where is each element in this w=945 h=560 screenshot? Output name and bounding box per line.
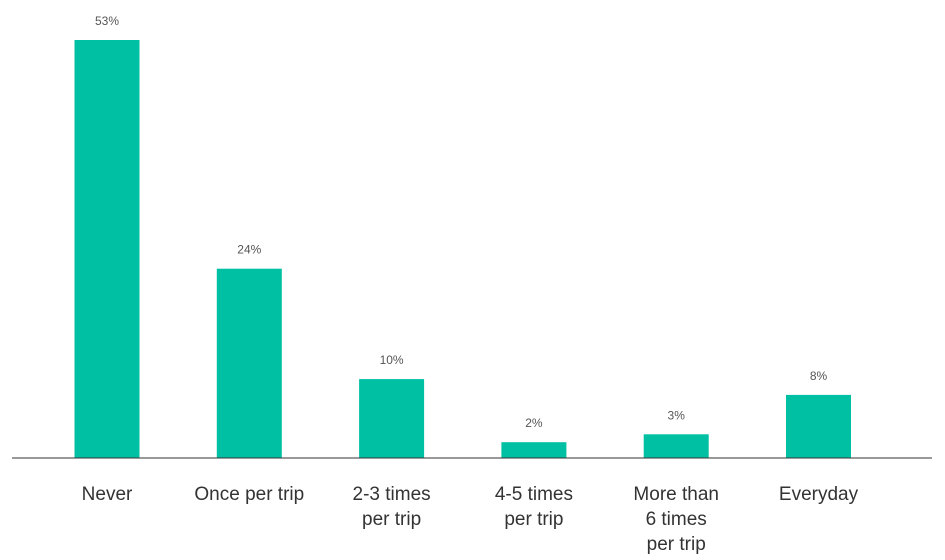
- category-label-line: Once per trip: [194, 484, 304, 505]
- bar-0: [74, 40, 140, 458]
- category-label-5: Everyday: [779, 484, 859, 505]
- bar-5: [786, 394, 851, 458]
- category-label-line: More than: [633, 484, 719, 505]
- category-label-1: Once per trip: [194, 484, 304, 505]
- value-label-2: 10%: [380, 353, 404, 367]
- value-label-5: 8%: [810, 369, 828, 383]
- category-label-line: per trip: [647, 534, 706, 555]
- category-label-line: 4-5 times: [495, 484, 573, 505]
- bars-group: [74, 40, 851, 458]
- category-label-4: More than 6 times per trip: [633, 484, 719, 555]
- category-label-0: Never: [82, 484, 133, 505]
- category-label-line: 6 times: [646, 509, 707, 530]
- category-label-line: Everyday: [779, 484, 859, 505]
- value-label-3: 2%: [525, 416, 543, 430]
- value-labels-group: 53% 24% 10% 2% 3% 8%: [95, 14, 828, 430]
- value-label-1: 24%: [237, 243, 261, 257]
- value-label-0: 53%: [95, 14, 119, 28]
- bar-4: [643, 434, 709, 458]
- value-label-4: 3%: [668, 408, 686, 422]
- category-label-line: per trip: [362, 509, 421, 530]
- bar-3: [501, 442, 567, 458]
- category-label-line: 2-3 times: [353, 484, 431, 505]
- category-label-line: Never: [82, 484, 133, 505]
- category-label-line: per trip: [504, 509, 563, 530]
- category-label-2: 2-3 times per trip: [353, 484, 431, 530]
- bar-1: [216, 268, 282, 458]
- category-label-3: 4-5 times per trip: [495, 484, 573, 530]
- bar-2: [359, 379, 425, 458]
